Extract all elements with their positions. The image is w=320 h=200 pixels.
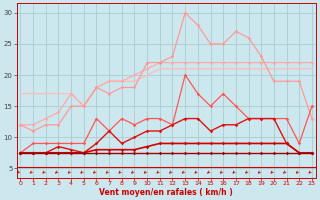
- X-axis label: Vent moyen/en rafales ( km/h ): Vent moyen/en rafales ( km/h ): [99, 188, 233, 197]
